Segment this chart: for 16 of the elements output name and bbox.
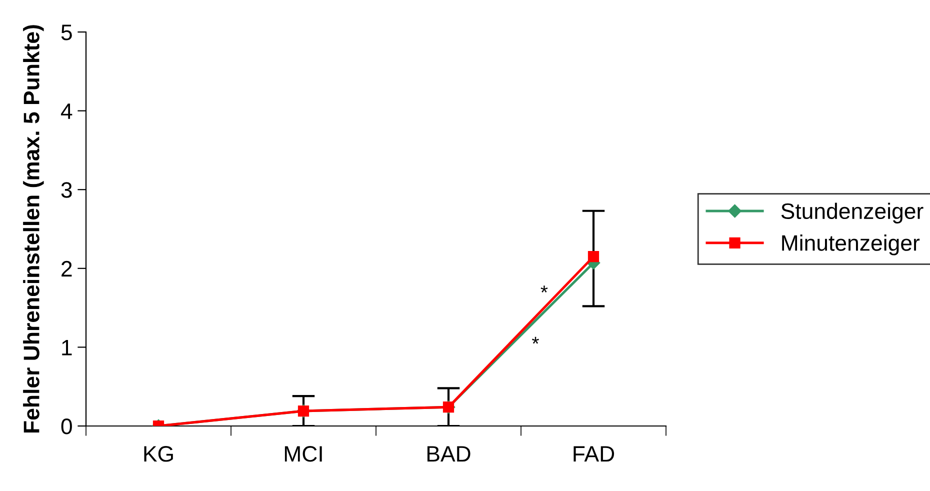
y-tick-label: 1 (62, 340, 72, 356)
legend-label: Minutenzeiger (782, 234, 920, 256)
y-tick-label: 4 (60, 104, 72, 119)
annotation: * (540, 286, 548, 292)
annotation: * (532, 336, 539, 344)
x-tick-label: KG (144, 446, 173, 462)
x-tick-label: FAD (574, 446, 614, 462)
y-tick-label: 3 (61, 182, 72, 198)
y-tick-label: 0 (61, 418, 72, 434)
y-axis-title: Fehler Uhreneinstellen (max. 5 Punkte) (23, 25, 44, 432)
y-tick-label: 2 (62, 260, 72, 276)
x-tick-label: MCI (284, 446, 322, 462)
legend-label: Stundenzeiger (781, 202, 924, 224)
x-tick-label: BAD (427, 446, 470, 462)
point (588, 251, 600, 262)
y-tick-label: 5 (61, 24, 72, 40)
